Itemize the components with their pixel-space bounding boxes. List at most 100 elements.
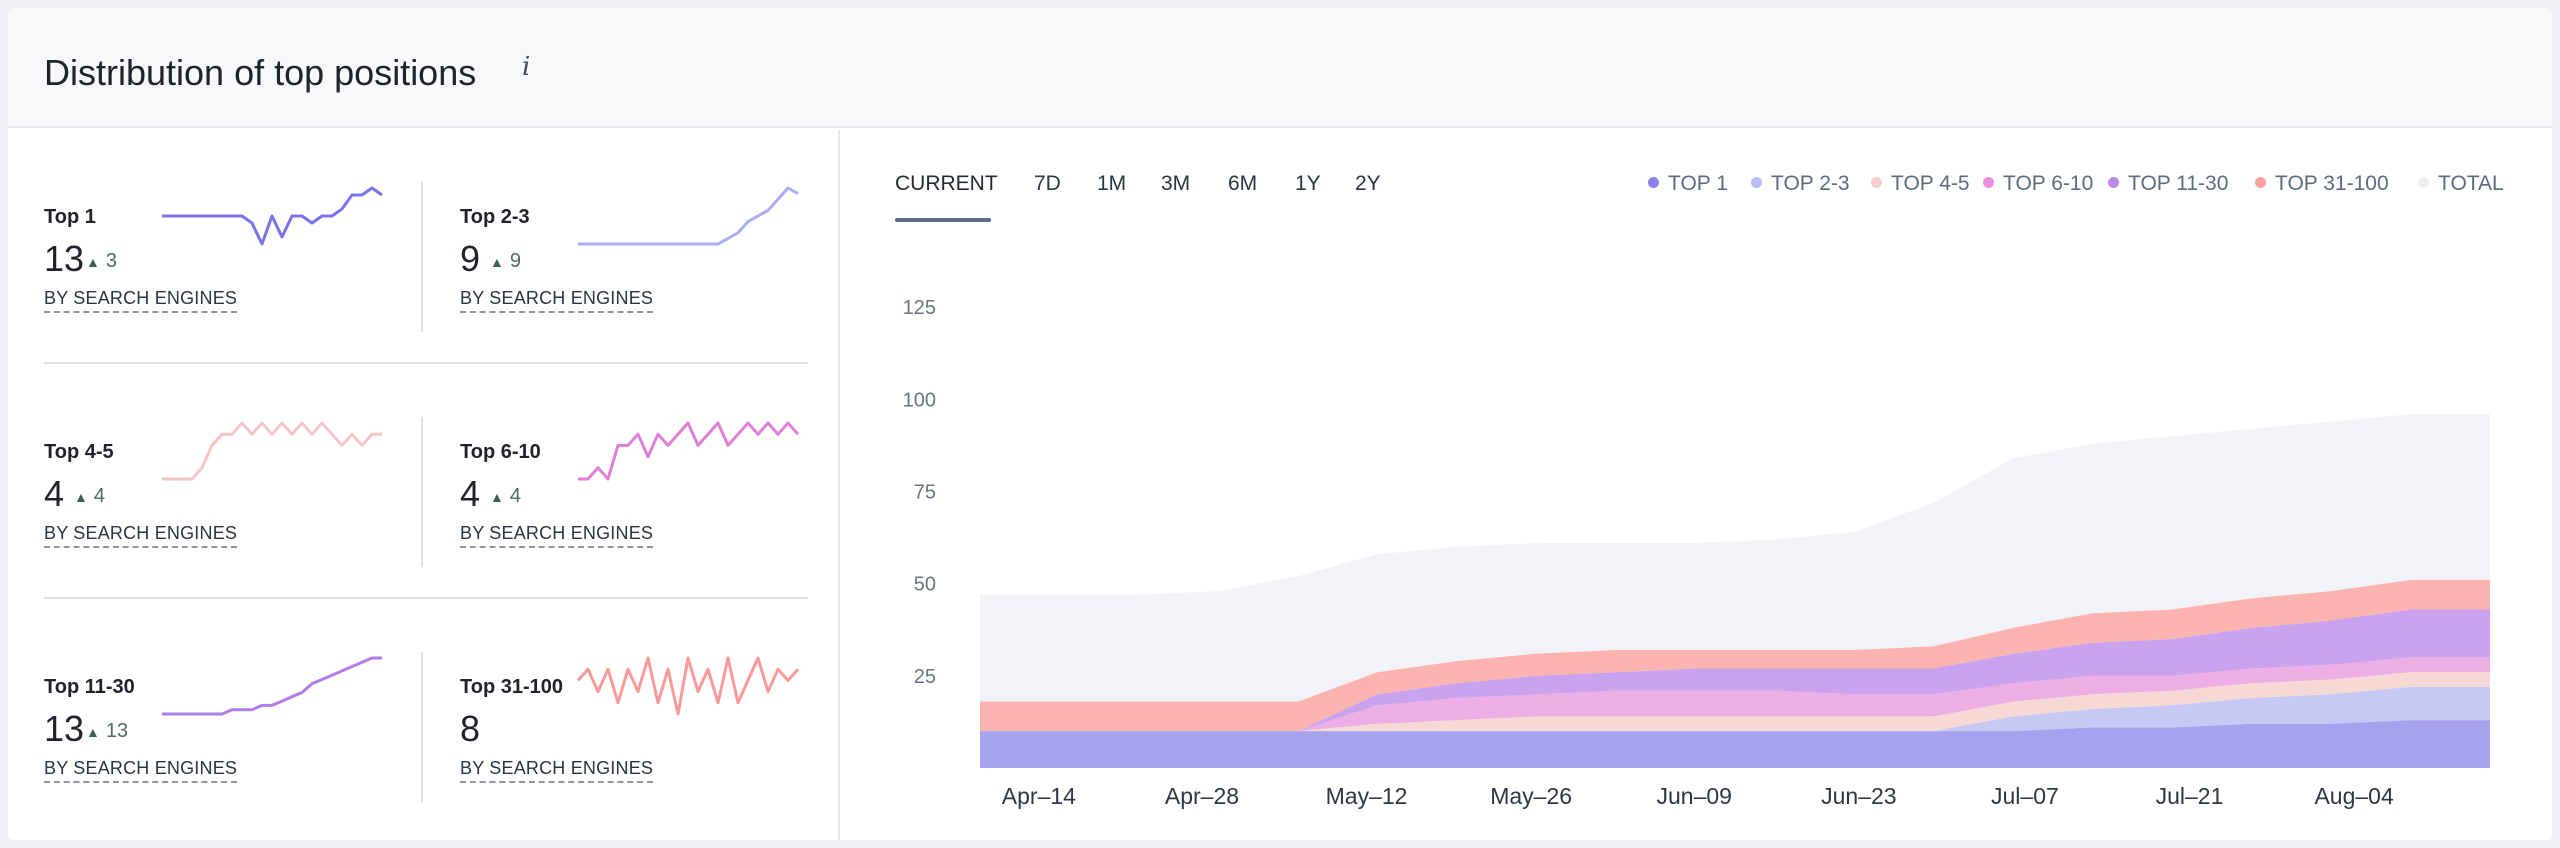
legend-label: TOP 31-100 — [2275, 172, 2389, 195]
metric-delta: ▲ 4 — [74, 485, 105, 508]
area-top-4-5 — [980, 672, 2490, 732]
metric-delta-value: 4 — [509, 485, 521, 507]
up-arrow-icon: ▲ — [86, 724, 100, 740]
x-tick-label: Jul–07 — [1991, 783, 2059, 809]
x-tick-label: Apr–28 — [1165, 783, 1239, 809]
by-search-engines-link[interactable]: BY SEARCH ENGINES — [44, 758, 238, 783]
active-tab-indicator — [895, 218, 991, 222]
row-divider — [44, 597, 808, 599]
up-arrow-icon: ▲ — [490, 489, 504, 505]
card-header: Distribution of top positions i — [8, 8, 2552, 128]
metrics-panel: Top 1 13 ▲ 3 BY SEARCH ENGINES Top 2-3 9 ▲ 9 BY S… — [8, 130, 838, 840]
legend-item[interactable]: TOTAL — [2418, 172, 2504, 196]
x-tick-label: May–26 — [1490, 783, 1572, 809]
column-divider — [421, 417, 423, 567]
metric-value: 9 — [460, 238, 481, 279]
sparkline — [162, 421, 382, 481]
by-search-engines-link[interactable]: BY SEARCH ENGINES — [44, 523, 238, 548]
area-top-31-100 — [980, 580, 2490, 732]
up-arrow-icon: ▲ — [74, 489, 88, 505]
column-divider — [421, 182, 423, 332]
legend-label: TOTAL — [2438, 172, 2504, 195]
sparkline-path — [576, 656, 800, 716]
metric-delta: ▲ 13 — [86, 720, 128, 743]
area-top-1 — [980, 720, 2490, 768]
sparkline-path — [162, 656, 382, 716]
metric-card: Top 4-5 4 ▲ 4 BY SEARCH ENGINES — [44, 405, 404, 555]
legend-dot-icon — [1983, 177, 1994, 188]
legend-label: TOP 6-10 — [2003, 172, 2094, 195]
y-tick-label: 50 — [914, 574, 936, 596]
legend-item[interactable]: TOP 6-10 — [1983, 172, 2093, 196]
by-search-engines-link[interactable]: BY SEARCH ENGINES — [460, 288, 654, 313]
column-divider — [421, 652, 423, 802]
legend-item[interactable]: TOP 11-30 — [2108, 172, 2228, 196]
tab-3m[interactable]: 3M — [1161, 172, 1191, 195]
metric-value: 4 — [44, 473, 65, 514]
tab-current[interactable]: CURRENT — [895, 172, 998, 195]
metric-card: Top 6-10 4 ▲ 4 BY SEARCH ENGINES — [460, 405, 820, 555]
x-tick-label: Aug–04 — [2314, 783, 2394, 809]
tab-6m[interactable]: 6M — [1228, 172, 1258, 195]
legend-dot-icon — [2108, 177, 2119, 188]
positions-area-chart: 25 50 75 100 125 Apr–14 Apr–28 May–12 May–26 Jun–… — [903, 297, 2490, 809]
metric-card: Top 1 13 ▲ 3 BY SEARCH ENGINES — [44, 170, 404, 320]
metric-name: Top 1 — [44, 206, 96, 228]
x-tick-label: May–12 — [1326, 783, 1408, 809]
by-search-engines-link[interactable]: BY SEARCH ENGINES — [460, 523, 654, 548]
info-icon[interactable]: i — [522, 52, 531, 82]
legend-item[interactable]: TOP 1 — [1648, 172, 1728, 196]
metric-name: Top 2-3 — [460, 206, 530, 228]
tab-1m[interactable]: 1M — [1097, 172, 1127, 195]
by-search-engines-link[interactable]: BY SEARCH ENGINES — [460, 758, 654, 783]
tab-2y[interactable]: 2Y — [1355, 172, 1381, 195]
sparkline-path — [578, 186, 799, 246]
legend-dot-icon — [2255, 177, 2266, 188]
up-arrow-icon: ▲ — [490, 254, 504, 270]
tab-1y[interactable]: 1Y — [1295, 172, 1321, 195]
metric-name: Top 6-10 — [460, 441, 541, 463]
legend-dot-icon — [1871, 177, 1882, 188]
sparkline-path — [162, 186, 383, 246]
metric-name: Top 31-100 — [460, 676, 563, 698]
legend-dot-icon — [1648, 177, 1659, 188]
y-tick-label: 125 — [903, 297, 936, 319]
page-title: Distribution of top positions — [44, 52, 477, 93]
row-divider — [44, 362, 808, 364]
panel-divider — [838, 130, 840, 840]
metric-delta-value: 13 — [105, 720, 129, 742]
by-search-engines-link[interactable]: BY SEARCH ENGINES — [44, 288, 238, 313]
sparkline-path — [578, 421, 800, 481]
distribution-card: Distribution of top positions i Top 1 13 ▲… — [8, 8, 2552, 840]
metric-value: 8 — [460, 708, 481, 749]
sparkline — [162, 656, 382, 716]
y-tick-label: 75 — [914, 482, 936, 504]
legend-item[interactable]: TOP 31-100 — [2255, 172, 2389, 196]
sparkline — [576, 656, 800, 716]
sparkline-path — [162, 421, 382, 481]
area-top-11-30 — [980, 609, 2490, 732]
metric-delta-value: 9 — [509, 250, 521, 272]
x-tick-label: Jun–23 — [1821, 783, 1896, 809]
metric-value: 13 — [44, 708, 85, 749]
metric-card: Top 11-30 13 ▲ 13 BY SEARCH ENGINES — [44, 640, 404, 790]
legend-item[interactable]: TOP 4-5 — [1871, 172, 1970, 196]
metric-delta-value: 4 — [93, 485, 105, 507]
legend-label: TOP 11-30 — [2128, 172, 2229, 195]
metric-card: Top 2-3 9 ▲ 9 BY SEARCH ENGINES — [460, 170, 820, 320]
legend-dot-icon — [1751, 177, 1762, 188]
metric-card: Top 31-100 8 BY SEARCH ENGINES — [460, 640, 820, 790]
metric-name: Top 4-5 — [44, 441, 114, 463]
legend-label: TOP 1 — [1668, 172, 1728, 195]
metric-delta-value: 3 — [105, 250, 117, 272]
metric-value: 4 — [460, 473, 481, 514]
metric-name: Top 11-30 — [44, 676, 135, 698]
tab-7d[interactable]: 7D — [1034, 172, 1061, 195]
sparkline — [578, 421, 800, 481]
y-tick-label: 25 — [914, 666, 936, 688]
legend-item[interactable]: TOP 2-3 — [1751, 172, 1850, 196]
x-tick-label: Jul–21 — [2156, 783, 2224, 809]
up-arrow-icon: ▲ — [86, 254, 100, 270]
sparkline — [578, 186, 799, 246]
y-tick-label: 100 — [903, 389, 936, 411]
